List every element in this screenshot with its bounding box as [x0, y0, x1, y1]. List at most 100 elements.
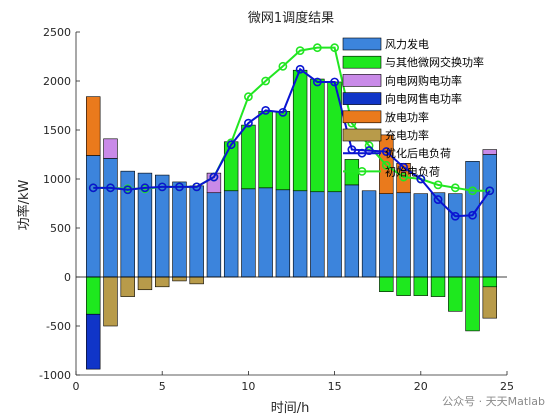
y-tick-label: 0 [64, 271, 71, 284]
point-优化后电负荷-5 [157, 182, 167, 192]
x-tick-label: 0 [73, 380, 80, 393]
bar-与其他微网交换功率-20 [413, 276, 428, 296]
legend-swatch-与其他微网交换功率 [342, 55, 382, 69]
legend-label-风力发电: 风力发电 [385, 37, 429, 51]
bar-风力发电-2 [103, 158, 118, 278]
bar-与其他微网交换功率-13 [292, 69, 308, 192]
bar-充电功率-24 [482, 286, 497, 319]
point-优化后电负荷-22 [450, 211, 460, 221]
bar-充电功率-3 [120, 276, 135, 297]
legend-label-充电功率: 充电功率 [385, 128, 429, 142]
legend-swatch-放电功率 [342, 110, 382, 124]
point-优化后电负荷-10 [243, 118, 253, 128]
point-初始电负荷-19 [399, 172, 408, 182]
bar-风力发电-18 [379, 193, 394, 278]
point-初始电负荷-23 [468, 186, 477, 196]
y-tick-label: 500 [50, 222, 71, 235]
bar-与其他微网交换功率-14 [310, 78, 325, 193]
bar-风力发电-17 [361, 190, 377, 278]
legend-marker-优化后电负荷 [357, 148, 367, 158]
bar-与其他微网交换功率-22 [448, 276, 463, 312]
legend-label-向电网售电功率: 向电网售电功率 [385, 92, 462, 106]
bar-与其他微网交换功率-23 [465, 276, 480, 332]
bar-与其他微网交换功率-9 [223, 141, 239, 192]
legend-swatch-向电网售电功率 [342, 92, 382, 105]
lines-layer [88, 43, 495, 221]
watermark: 公众号 · 天天Matlab [442, 395, 545, 408]
bar-风力发电-14 [310, 191, 325, 278]
bar-风力发电-24 [482, 154, 497, 278]
bar-向电网购电功率-24 [482, 149, 497, 155]
y-tick-label: 2500 [43, 26, 71, 39]
point-优化后电负荷-8 [209, 172, 219, 182]
point-优化后电负荷-11 [261, 106, 271, 115]
point-优化后电负荷-21 [433, 195, 443, 204]
point-优化后电负荷-20 [416, 174, 426, 184]
bar-风力发电-22 [448, 193, 463, 278]
axes-layer: 0 5 10 15 20 25 -1000 -500 0 500 1000 1500 2000 2500 [39, 26, 514, 393]
point-优化后电负荷-19 [399, 162, 408, 172]
bar-风力发电-8 [206, 192, 222, 278]
bar-与其他微网交换功率-24 [482, 276, 497, 288]
x-tick-label: 15 [328, 380, 342, 393]
bar-与其他微网交换功率-21 [430, 276, 446, 297]
x-tick-label: 5 [159, 380, 166, 393]
legend-label-优化后电负荷: 优化后电负荷 [385, 146, 451, 160]
point-优化后电负荷-12 [278, 107, 288, 117]
point-初始电负荷-14 [312, 43, 322, 53]
bar-充电功率-5 [155, 276, 170, 288]
bar-风力发电-10 [241, 188, 256, 278]
x-tick-label: 10 [241, 380, 255, 393]
bar-风力发电-1 [86, 155, 101, 278]
point-优化后电负荷-24 [485, 186, 495, 196]
bar-充电功率-2 [103, 276, 118, 327]
legend-label-向电网购电功率: 向电网购电功率 [385, 73, 462, 87]
legend-swatch-充电功率 [342, 128, 382, 142]
y-axis-label: 功率/kW [16, 179, 32, 230]
point-初始电负荷-10 [243, 92, 253, 102]
point-初始电负荷-17 [364, 141, 374, 151]
y-tick-label: -500 [46, 320, 71, 333]
bar-风力发电-3 [120, 170, 135, 278]
point-优化后电负荷-7 [192, 182, 202, 192]
point-优化后电负荷-1 [88, 183, 98, 193]
point-优化后电负荷-23 [468, 210, 477, 220]
y-tick-label: 2000 [43, 75, 71, 88]
bar-充电功率-7 [189, 276, 204, 285]
bar-与其他微网交换功率-18 [379, 276, 394, 292]
bar-与其他微网交换功率-11 [258, 111, 273, 189]
bar-充电功率-4 [137, 276, 153, 291]
point-优化后电负荷-6 [175, 182, 184, 192]
bar-风力发电-20 [413, 193, 428, 278]
bar-与其他微网交换功率-12 [275, 111, 291, 191]
bar-风力发电-19 [396, 192, 411, 278]
point-初始电负荷-12 [278, 61, 288, 71]
bar-与其他微网交换功率-10 [241, 124, 256, 190]
point-初始电负荷-13 [295, 46, 305, 56]
point-优化后电负荷-15 [330, 77, 339, 87]
x-axis-label: 时间/h [271, 401, 310, 416]
legend-marker-初始电负荷 [357, 166, 367, 176]
y-tick-label: 1000 [43, 173, 71, 186]
bar-与其他微网交换功率-19 [396, 276, 411, 296]
bar-风力发电-6 [172, 181, 187, 278]
x-tick-label: 25 [500, 380, 514, 393]
bar-充电功率-6 [172, 276, 187, 282]
y-tick-label: 1500 [43, 124, 71, 137]
legend: 风力发电与其他微网交换功率向电网购电功率向电网售电功率放电功率充电功率优化后电负… [342, 37, 484, 178]
bar-风力发电-15 [327, 191, 342, 278]
point-初始电负荷-15 [330, 43, 339, 53]
point-优化后电负荷-14 [312, 77, 322, 87]
legend-label-放电功率: 放电功率 [385, 110, 429, 124]
x-tick-label: 20 [414, 380, 428, 393]
bar-风力发电-12 [275, 189, 291, 278]
bar-放电功率-1 [86, 96, 101, 156]
legend-swatch-向电网购电功率 [342, 74, 382, 87]
point-优化后电负荷-4 [140, 183, 150, 193]
point-优化后电负荷-3 [123, 185, 133, 195]
point-优化后电负荷-9 [226, 140, 236, 150]
y-tick-label: -1000 [39, 369, 71, 382]
point-优化后电负荷-18 [381, 147, 391, 156]
legend-swatch-风力发电 [342, 37, 382, 51]
